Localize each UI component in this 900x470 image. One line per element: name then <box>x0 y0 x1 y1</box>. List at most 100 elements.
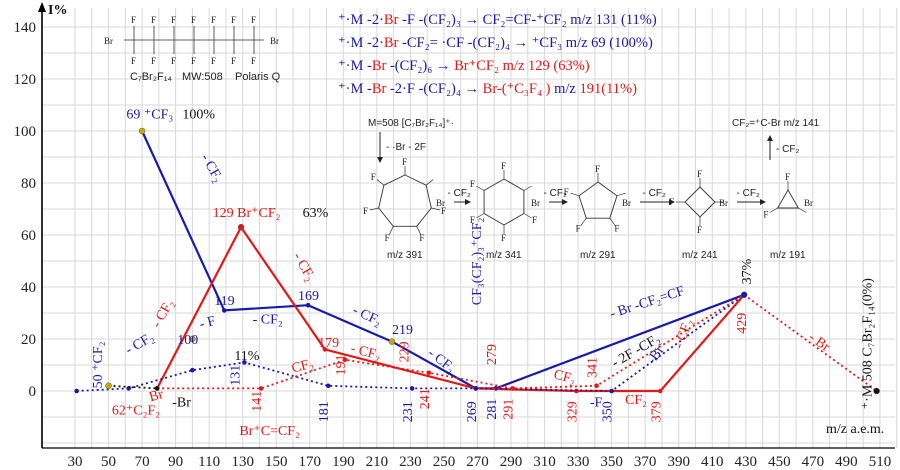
ring-mz-label: m/z 191 <box>770 250 806 261</box>
series-line-3 <box>157 293 878 392</box>
ring-bond <box>570 192 580 197</box>
equation-part: Br <box>372 81 387 97</box>
series-point <box>609 388 614 394</box>
ring-f: F <box>371 172 376 182</box>
y-tick-label: 20 <box>21 332 36 348</box>
data-label: 63% <box>303 206 329 221</box>
data-label: CF₂ <box>290 356 315 376</box>
series-point <box>258 386 264 391</box>
molecule-f: F <box>191 56 196 66</box>
data-label: Br <box>148 387 166 405</box>
x-tick-label: 470 <box>802 454 825 470</box>
equation-part: Br-(⁺C₃F₄ ) <box>483 81 551 97</box>
molecule-f: F <box>211 15 216 25</box>
ring-f: F <box>363 206 368 216</box>
molecule-f: F <box>191 15 196 25</box>
x-tick-label: 410 <box>701 454 724 470</box>
data-label: 231 <box>401 401 416 422</box>
data-label: 341 <box>586 357 601 378</box>
fragmentation-equations: ⁺·M -2·Br -F -(CF₂)₃ → CF₂=CF-⁺CF₂ m/z 1… <box>338 12 657 97</box>
ring-bond <box>425 179 434 186</box>
ring-bond <box>476 185 485 191</box>
series-point <box>657 388 663 394</box>
molecule-br-left: Br <box>104 36 113 46</box>
scheme-parent-ion: M=508 [C₇Br₂F₁₄]⁺· <box>368 118 454 129</box>
data-label: 379 <box>649 401 664 422</box>
x-tick-label: 150 <box>265 454 288 470</box>
scheme-top-right: CF₂=⁺C-Br m/z 141 <box>732 118 820 129</box>
ring-structure <box>378 174 432 227</box>
y-tick-label: 80 <box>21 176 36 192</box>
ring-bond <box>416 226 421 235</box>
equation-part: -2·F -(CF₂)₄ → <box>386 81 482 97</box>
molecule-f: F <box>131 15 136 25</box>
data-label: 291 <box>502 399 517 420</box>
data-label: 11% <box>234 349 259 364</box>
molecule-br-right: Br <box>270 36 279 46</box>
scheme-loss: - ·Br - 2F <box>386 142 426 153</box>
equation-line: ⁺·M -Br -2·F -(CF₂)₄ → Br-(⁺C₃F₄ ) m/z 1… <box>338 81 637 97</box>
ring-f: F <box>564 187 569 197</box>
data-label: - CF₂ <box>123 330 157 358</box>
data-label: 281 <box>485 399 500 420</box>
equation-part: ⁺·M - <box>338 81 372 97</box>
ring-arrowhead <box>760 199 766 205</box>
x-tick-label: 350 <box>600 454 623 470</box>
ring-f: F <box>501 233 506 243</box>
scheme-top-right-loss: - CF₂ <box>776 144 799 155</box>
data-label: 129 Br⁺CF₂ <box>213 206 281 221</box>
x-tick-label: 430 <box>735 454 758 470</box>
data-label: - CF₂ <box>149 297 177 331</box>
molecule-f: F <box>151 15 156 25</box>
data-label: - CF₂ <box>253 312 283 327</box>
ring-bond <box>580 217 587 226</box>
series-point <box>221 308 227 313</box>
data-label: 429 <box>735 313 750 334</box>
series-line-2 <box>76 294 745 392</box>
molecule-f: F <box>251 15 256 25</box>
equation-part: Br <box>372 58 387 74</box>
series-point <box>190 367 195 373</box>
data-label: 191 <box>334 354 349 375</box>
data-label: 100 <box>177 333 198 348</box>
y-axis-arrow <box>38 2 46 12</box>
data-label: ⁺·M 508 C₇Br₂F₁₄(0%) <box>861 278 876 409</box>
series-point <box>154 386 160 391</box>
ring-structure <box>776 189 800 209</box>
x-tick-label: 250 <box>433 454 456 470</box>
x-tick-label: 210 <box>366 454 389 470</box>
data-label: 100% <box>182 108 215 123</box>
series-point <box>342 357 348 363</box>
ring-bond <box>476 213 485 219</box>
series-point <box>510 386 515 391</box>
equation-part: -F -(CF₂)₃ → CF₂=CF-⁺CF₂ m/z 131 (11%) <box>398 12 656 28</box>
equation-part: Br <box>384 12 399 28</box>
ring-contraction-scheme: M=508 [C₇Br₂F₁₄]⁺· - ·Br - 2F CF₂=⁺C-Br … <box>363 118 820 261</box>
series-line-4 <box>108 384 158 390</box>
ring-bond <box>769 207 778 213</box>
ring-bond <box>609 217 616 226</box>
ring-f: F <box>402 157 407 167</box>
highlight-marker <box>189 335 196 343</box>
y-tick-label: 0 <box>29 384 37 400</box>
molecule-inset: Br Br F F F F F F F F F F F F F F C₇Br₂F₁₄ MW:508 Polar… <box>104 15 281 83</box>
ring-mz-label: m/z 341 <box>486 250 522 261</box>
data-label: 37% <box>740 258 755 284</box>
ring-f: F <box>470 215 475 225</box>
y-tick-label: 100 <box>14 124 37 140</box>
molecule-f: F <box>231 56 236 66</box>
equation-line: ⁺·M -2·Br -F -(CF₂)₃ → CF₂=CF-⁺CF₂ m/z 1… <box>338 12 657 28</box>
data-label: 279 <box>485 344 500 365</box>
series-point <box>322 347 328 352</box>
ring-f: F <box>785 172 790 182</box>
ring-f: F <box>501 161 506 171</box>
data-label: 141 <box>250 391 265 412</box>
series-point <box>594 383 599 389</box>
equation-part: Br <box>384 35 399 51</box>
y-tick-label: 140 <box>14 20 37 36</box>
y-tick-label: 60 <box>21 228 36 244</box>
data-label: 119 <box>214 294 234 309</box>
ring-f: F <box>697 169 702 179</box>
equation-part: Br⁺CF₂ m/z 129 (63%) <box>454 58 590 74</box>
